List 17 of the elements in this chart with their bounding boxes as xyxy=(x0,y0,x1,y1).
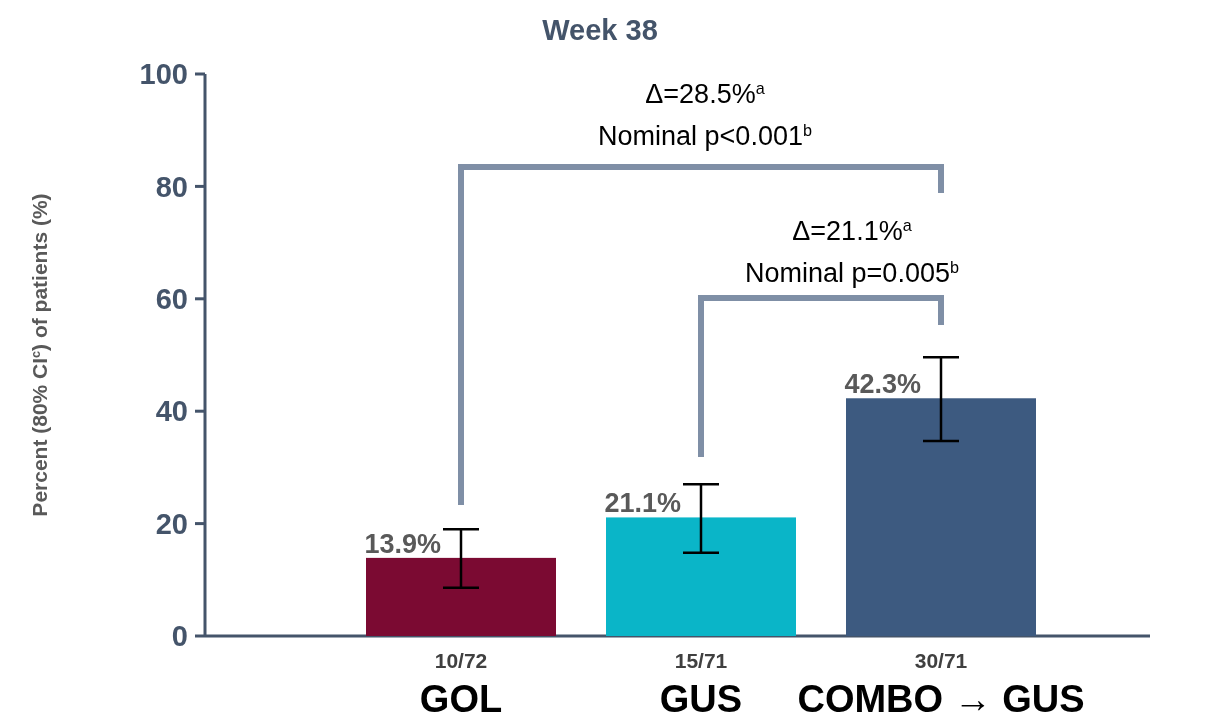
y-tick-label: 20 xyxy=(155,507,188,540)
x-tick-label: 15/71 GUS xyxy=(659,649,743,719)
y-tick-label: 0 xyxy=(171,620,188,653)
x-tick-label: 30/71 COMBO → GUS xyxy=(797,649,1085,719)
data-label: 13.9% xyxy=(364,528,441,559)
data-label: 21.1% xyxy=(604,488,681,519)
y-tick-label: 60 xyxy=(155,282,188,315)
bar xyxy=(366,557,556,636)
x-tick-label: 10/72 GOL xyxy=(419,649,503,719)
text: Δ=21.1%$^{a}$ Nominal p=0.005$^{b}$ xyxy=(745,216,959,288)
y-tick-label: 100 xyxy=(139,58,188,91)
y-tick-label: 80 xyxy=(155,170,188,203)
data-label: 42.3% xyxy=(844,369,921,400)
chart-title: Week 38 xyxy=(542,14,658,46)
text: Δ=28.5%$^{a}$ Nominal p<0.001$^{b}$ xyxy=(598,79,812,151)
y-tick-label: 40 xyxy=(155,395,188,428)
bar xyxy=(606,517,796,636)
